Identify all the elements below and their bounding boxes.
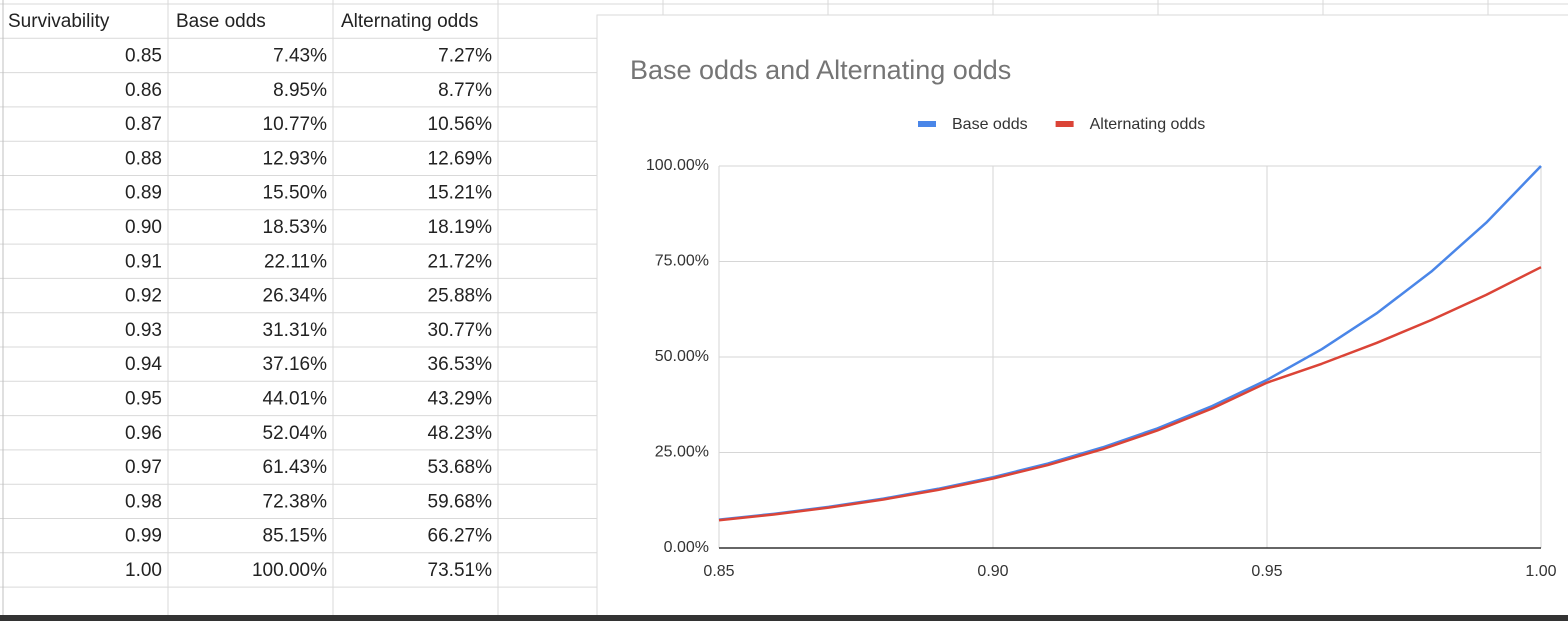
cell: 61.43% (263, 457, 328, 478)
table: Survivability Base odds Alternating odds 0.… (8, 11, 492, 581)
cell: 7.27% (438, 45, 492, 66)
cell: 43.29% (428, 388, 493, 409)
series-line (718, 266, 1542, 522)
cell: 0.98 (125, 491, 162, 512)
cell: 18.19% (428, 217, 493, 238)
cell: 52.04% (263, 423, 328, 444)
cell: 66.27% (428, 526, 493, 547)
cell: 100.00% (252, 560, 327, 581)
cell: 0.99 (125, 526, 162, 547)
cell: 0.87 (125, 114, 162, 135)
cell: 36.53% (428, 354, 493, 375)
cell: 10.77% (263, 114, 328, 135)
bottom-bar (0, 615, 1568, 621)
cell: 0.97 (125, 457, 162, 478)
cell: 0.90 (125, 217, 162, 238)
cell: 7.43% (273, 45, 327, 66)
cell: 10.56% (428, 114, 493, 135)
cell: 0.86 (125, 80, 162, 101)
cell: 48.23% (428, 423, 493, 444)
cell: 31.31% (263, 320, 328, 341)
cell: 8.77% (438, 80, 492, 101)
x-tick-label: 0.95 (1251, 563, 1282, 580)
y-tick-label: 25.00% (655, 444, 709, 461)
cell: 22.11% (264, 251, 327, 272)
cell: 0.92 (125, 286, 162, 307)
cell: 0.91 (125, 251, 162, 272)
cell: 0.88 (125, 148, 162, 169)
cell: 26.34% (263, 286, 328, 307)
y-tick-label: 75.00% (655, 253, 709, 270)
chart-panel (596, 14, 1568, 621)
y-tick-label: 0.00% (664, 539, 709, 556)
cell: 85.15% (263, 526, 328, 547)
legend-swatch (918, 121, 936, 127)
cell: 25.88% (428, 286, 493, 307)
cell: 0.95 (125, 388, 162, 409)
cell: 73.51% (428, 560, 493, 581)
header-cell: Alternating odds (341, 11, 478, 32)
cell: 44.01% (263, 388, 328, 409)
legend-swatch (1055, 121, 1074, 127)
legend-label: Base odds (952, 116, 1028, 133)
cell: 0.94 (125, 354, 162, 375)
header-cell: Base odds (176, 11, 266, 32)
cell: 0.89 (125, 183, 162, 204)
cell: 15.21% (428, 183, 493, 204)
cell: 8.95% (273, 80, 327, 101)
header-cell: Survivability (8, 11, 110, 32)
cell: 21.72% (428, 251, 493, 272)
cell: 30.77% (428, 320, 493, 341)
x-tick-label: 1.00 (1525, 563, 1556, 580)
cell: 12.69% (428, 148, 493, 169)
cell: 59.68% (428, 491, 493, 512)
cell: 15.50% (263, 183, 328, 204)
cell: 0.93 (125, 320, 162, 341)
chart: Base odds and Alternating odds 0.00% 25.0… (630, 55, 1557, 580)
cell: 0.85 (125, 45, 162, 66)
cell: 53.68% (428, 457, 493, 478)
y-tick-label: 100.00% (646, 157, 709, 174)
cell: 72.38% (263, 491, 328, 512)
cell: 1.00 (125, 560, 162, 581)
y-tick-label: 50.00% (655, 348, 709, 365)
x-tick-label: 0.85 (703, 563, 734, 580)
cell: 0.96 (125, 423, 162, 444)
chart-title: Base odds and Alternating odds (630, 55, 1011, 85)
legend-label: Alternating odds (1090, 116, 1206, 133)
cell: 37.16% (263, 354, 328, 375)
x-tick-label: 0.90 (977, 563, 1008, 580)
cell: 18.53% (263, 217, 328, 238)
cell: 12.93% (263, 148, 328, 169)
